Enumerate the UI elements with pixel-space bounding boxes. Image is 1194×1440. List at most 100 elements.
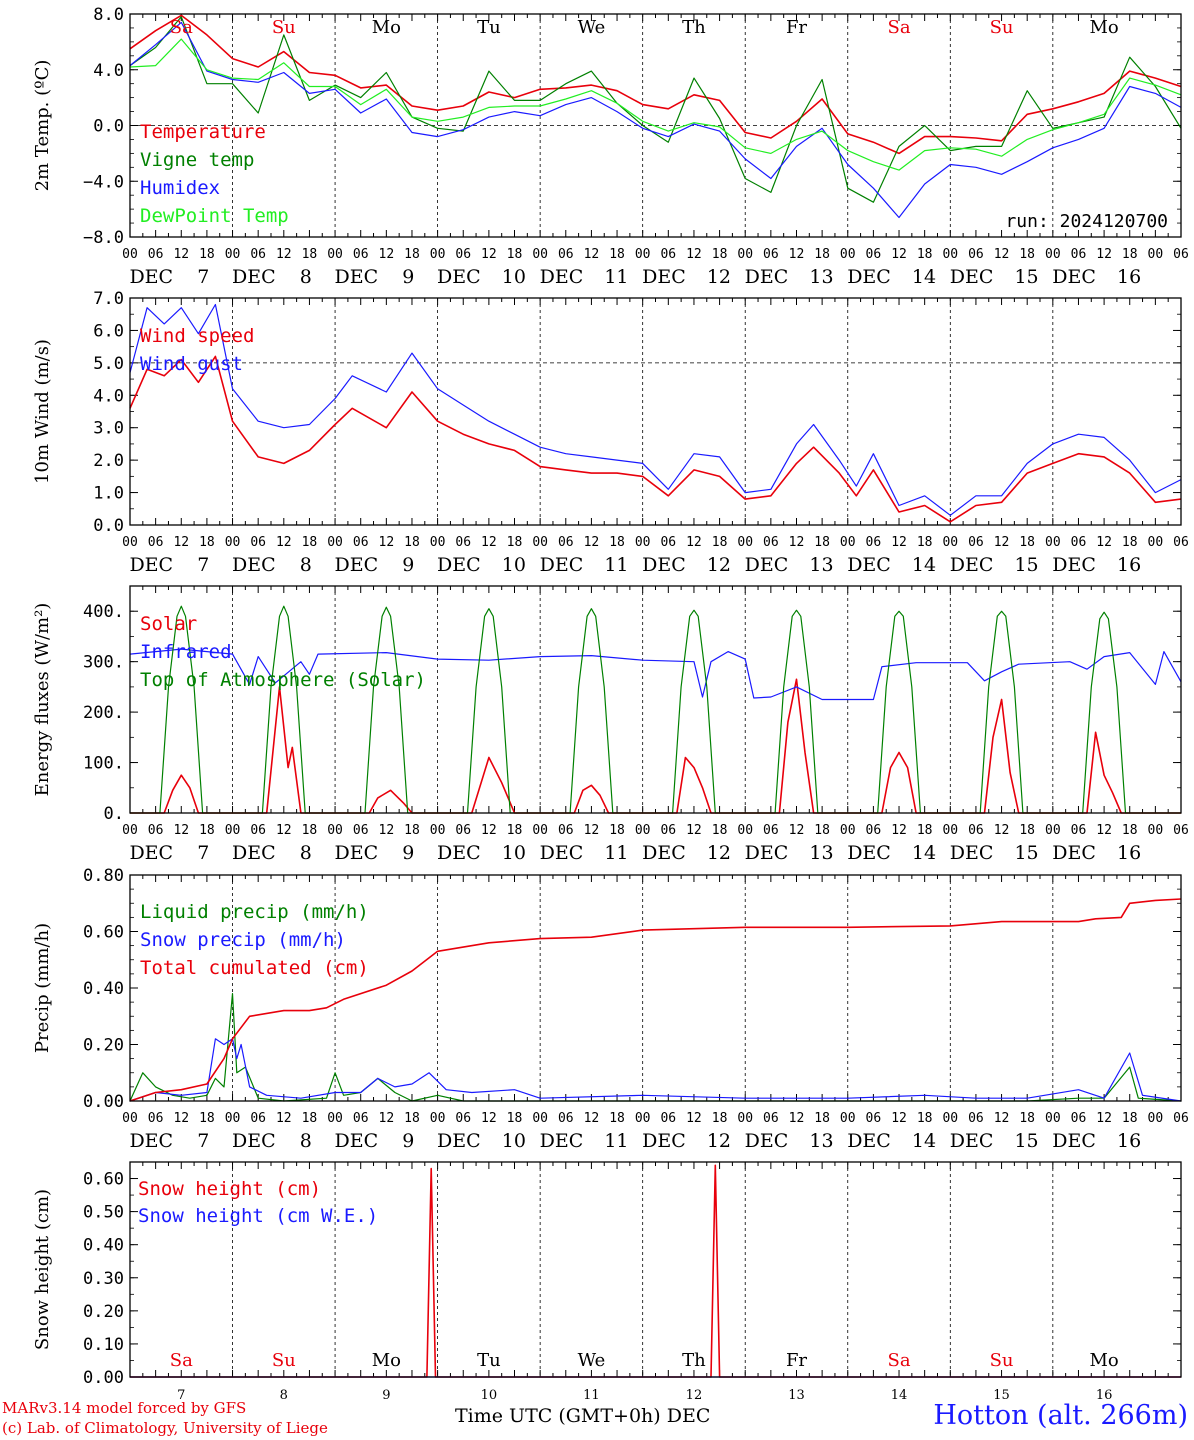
chart-panel-1: 8.0 4.0 0.0 −4.0 −8.0 2m Temp. (ºC) Temperatur…: [32, 5, 1189, 288]
hour-tick-label: 00: [532, 823, 548, 838]
hour-tick-label: 18: [609, 247, 625, 262]
legend-entry: Vigne temp: [140, 149, 254, 171]
hour-tick-label: 12: [891, 823, 907, 838]
hour-tick-label: 12: [173, 1111, 189, 1126]
y-axis-label: 10m Wind (m/s): [32, 339, 53, 484]
hour-tick-label: 18: [199, 247, 215, 262]
hour-tick-label: 12: [173, 535, 189, 550]
weekday-label: Sa: [887, 17, 910, 38]
month-label: DEC: [745, 554, 789, 576]
date-label: 7: [197, 842, 209, 864]
hour-tick-label: 06: [866, 535, 882, 550]
hour-tick-label: 06: [968, 247, 984, 262]
hour-tick-label: 06: [250, 823, 266, 838]
date-label: 8: [300, 266, 312, 288]
hour-tick-label: 06: [148, 247, 164, 262]
hour-tick-label: 06: [968, 535, 984, 550]
month-label: DEC: [437, 1130, 481, 1152]
date-label: 12: [707, 1130, 731, 1152]
y-tick-label: 0.40: [83, 1236, 124, 1256]
chart-panel-3: 400. 300. 200. 100. 0. Energy fluxes (W/m²) So…: [32, 585, 1189, 864]
hour-tick-label: 00: [1148, 823, 1164, 838]
hour-tick-label: 18: [199, 1111, 215, 1126]
month-label: DEC: [540, 842, 584, 864]
hour-tick-label: 18: [609, 1111, 625, 1126]
hour-tick-label: 06: [148, 535, 164, 550]
hour-tick-label: 06: [353, 823, 369, 838]
y-tick-label: 8.0: [93, 5, 124, 25]
date-label: 12: [707, 842, 731, 864]
y-tick-label: 0.20: [83, 1302, 124, 1322]
legend-entry: Wind gust: [140, 353, 243, 375]
weekday-label: Th: [682, 1350, 706, 1371]
hour-tick-label: 18: [404, 535, 420, 550]
date-label: 14: [912, 554, 936, 576]
hour-tick-label: 06: [353, 247, 369, 262]
hour-tick-label: 06: [148, 823, 164, 838]
hour-tick-label: 06: [1173, 247, 1189, 262]
hour-tick-label: 06: [558, 535, 574, 550]
y-tick-label: 100.: [83, 754, 124, 774]
legend-entry: Solar: [140, 613, 197, 635]
hour-tick-label: 00: [1148, 535, 1164, 550]
hour-tick-label: 00: [1045, 247, 1061, 262]
month-label: DEC: [950, 1130, 994, 1152]
month-label: DEC: [540, 554, 584, 576]
month-label: DEC: [847, 842, 891, 864]
hour-tick-label: 12: [1096, 1111, 1112, 1126]
hour-tick-label: 12: [994, 247, 1010, 262]
hour-tick-label: 00: [737, 247, 753, 262]
y-tick-label: 0.0: [93, 117, 124, 137]
hour-tick-label: 06: [250, 1111, 266, 1126]
hour-tick-label: 06: [968, 1111, 984, 1126]
month-label: DEC: [950, 266, 994, 288]
hour-tick-label: 00: [1045, 1111, 1061, 1126]
y-tick-label: 300.: [83, 653, 124, 673]
hour-tick-label: 12: [173, 823, 189, 838]
series-line-red: [130, 678, 1181, 814]
date-label: 16: [1117, 1130, 1141, 1152]
hour-tick-label: 12: [584, 1111, 600, 1126]
y-tick-label: −8.0: [83, 228, 124, 248]
day-number-label: 7: [177, 1388, 185, 1403]
weekday-label: Mo: [372, 17, 401, 38]
hour-tick-label: 12: [686, 247, 702, 262]
hour-tick-label: 06: [1173, 1111, 1189, 1126]
hour-tick-label: 18: [507, 823, 523, 838]
hour-tick-label: 18: [814, 247, 830, 262]
date-label: 9: [402, 1130, 414, 1152]
date-label: 7: [197, 554, 209, 576]
weekday-label: Sa: [170, 1350, 193, 1371]
date-label: 15: [1014, 554, 1038, 576]
hour-tick-label: 18: [507, 247, 523, 262]
hour-tick-label: 18: [712, 1111, 728, 1126]
y-tick-label: 6.0: [93, 321, 124, 341]
hour-tick-label: 12: [584, 823, 600, 838]
hour-tick-label: 12: [891, 1111, 907, 1126]
month-label: DEC: [950, 842, 994, 864]
hour-tick-label: 18: [302, 247, 318, 262]
hour-tick-label: 18: [917, 1111, 933, 1126]
chart-panel-4: 0.80 0.60 0.40 0.20 0.00 Precip (mm/h) Liquid …: [32, 866, 1189, 1152]
hour-tick-label: 18: [712, 247, 728, 262]
hour-tick-label: 06: [660, 1111, 676, 1126]
month-label: DEC: [335, 554, 379, 576]
hour-tick-label: 18: [199, 823, 215, 838]
hour-tick-label: 00: [122, 247, 138, 262]
hour-tick-label: 12: [686, 535, 702, 550]
day-number-label: 16: [1096, 1388, 1113, 1403]
month-label: DEC: [437, 266, 481, 288]
month-label: DEC: [437, 842, 481, 864]
y-tick-label: −4.0: [83, 172, 124, 192]
hour-tick-label: 12: [379, 1111, 395, 1126]
hour-tick-label: 12: [584, 535, 600, 550]
month-label: DEC: [335, 266, 379, 288]
hour-tick-label: 06: [1071, 823, 1087, 838]
hour-tick-label: 06: [763, 823, 779, 838]
weekday-label: We: [578, 17, 606, 38]
weekday-label: Su: [272, 17, 296, 38]
hour-tick-label: 06: [660, 247, 676, 262]
hour-tick-label: 18: [199, 535, 215, 550]
date-label: 9: [402, 554, 414, 576]
